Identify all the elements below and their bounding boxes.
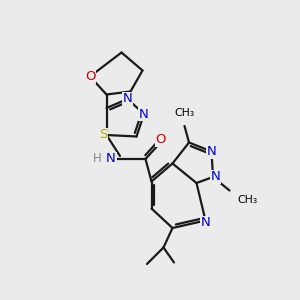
Text: N: N xyxy=(201,216,210,230)
Text: H: H xyxy=(93,152,102,166)
Text: CH₃: CH₃ xyxy=(174,108,195,118)
Text: O: O xyxy=(155,133,166,146)
Text: O: O xyxy=(85,70,95,83)
Text: N: N xyxy=(139,107,149,121)
Text: S: S xyxy=(99,128,108,142)
Text: CH₃: CH₃ xyxy=(237,195,257,205)
Text: N: N xyxy=(123,92,132,106)
Text: N: N xyxy=(106,152,116,166)
Text: N: N xyxy=(207,145,216,158)
Text: N: N xyxy=(211,170,220,184)
